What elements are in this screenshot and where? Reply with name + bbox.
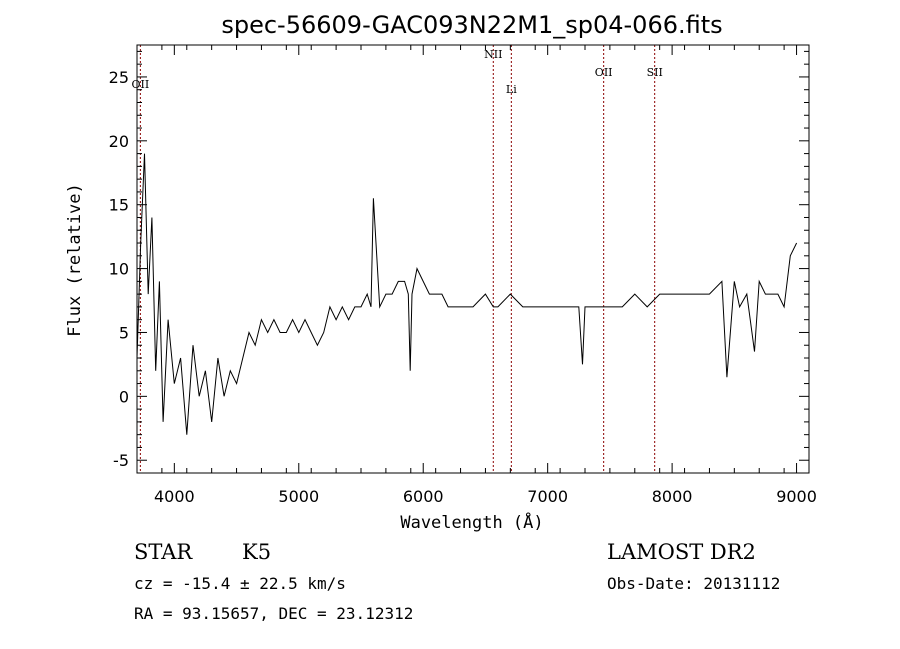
x-tick-label: 6000	[403, 487, 444, 506]
obs-date-text: Obs-Date: 20131112	[607, 574, 780, 593]
survey-name: LAMOST DR2	[607, 540, 756, 564]
emission-line-label: OII	[595, 66, 613, 79]
y-axis: -5 0 5 10 15 20 25	[109, 50, 809, 474]
coordinates-text: RA = 93.15657, DEC = 23.12312	[134, 604, 413, 623]
object-class: STAR	[134, 540, 193, 564]
y-tick-label: 5	[119, 323, 129, 342]
x-axis-label: Wavelength (Å)	[400, 511, 543, 533]
y-tick-label: 10	[109, 260, 129, 279]
y-tick-label: -5	[113, 451, 129, 470]
x-tick-label: 9000	[776, 487, 817, 506]
x-tick-label: 5000	[278, 487, 319, 506]
spectrum-series	[136, 153, 798, 435]
emission-line-label: SII	[647, 66, 663, 79]
y-tick-label: 0	[119, 387, 129, 406]
emission-lines: OII NII Li OII SII	[132, 45, 663, 473]
spectrum-line	[136, 153, 798, 435]
emission-line-label: Li	[506, 83, 517, 96]
emission-line-label: NII	[484, 48, 502, 61]
x-tick-label: 7000	[527, 487, 568, 506]
emission-line-label: OII	[132, 78, 150, 91]
object-subclass: K5	[242, 540, 271, 564]
chart-title: spec-56609-GAC093N22M1_sp04-066.fits	[221, 11, 722, 39]
x-tick-label: 8000	[652, 487, 693, 506]
redshift-text: cz = -15.4 ± 22.5 km/s	[134, 574, 346, 593]
y-tick-label: 15	[109, 196, 129, 215]
plot-frame	[136, 44, 810, 474]
y-axis-label: Flux (relative)	[65, 183, 85, 337]
y-tick-label: 20	[109, 132, 129, 151]
x-tick-label: 4000	[154, 487, 195, 506]
x-axis: 4000 5000 6000 7000 8000 9000	[136, 45, 817, 506]
y-tick-label: 25	[109, 68, 129, 87]
